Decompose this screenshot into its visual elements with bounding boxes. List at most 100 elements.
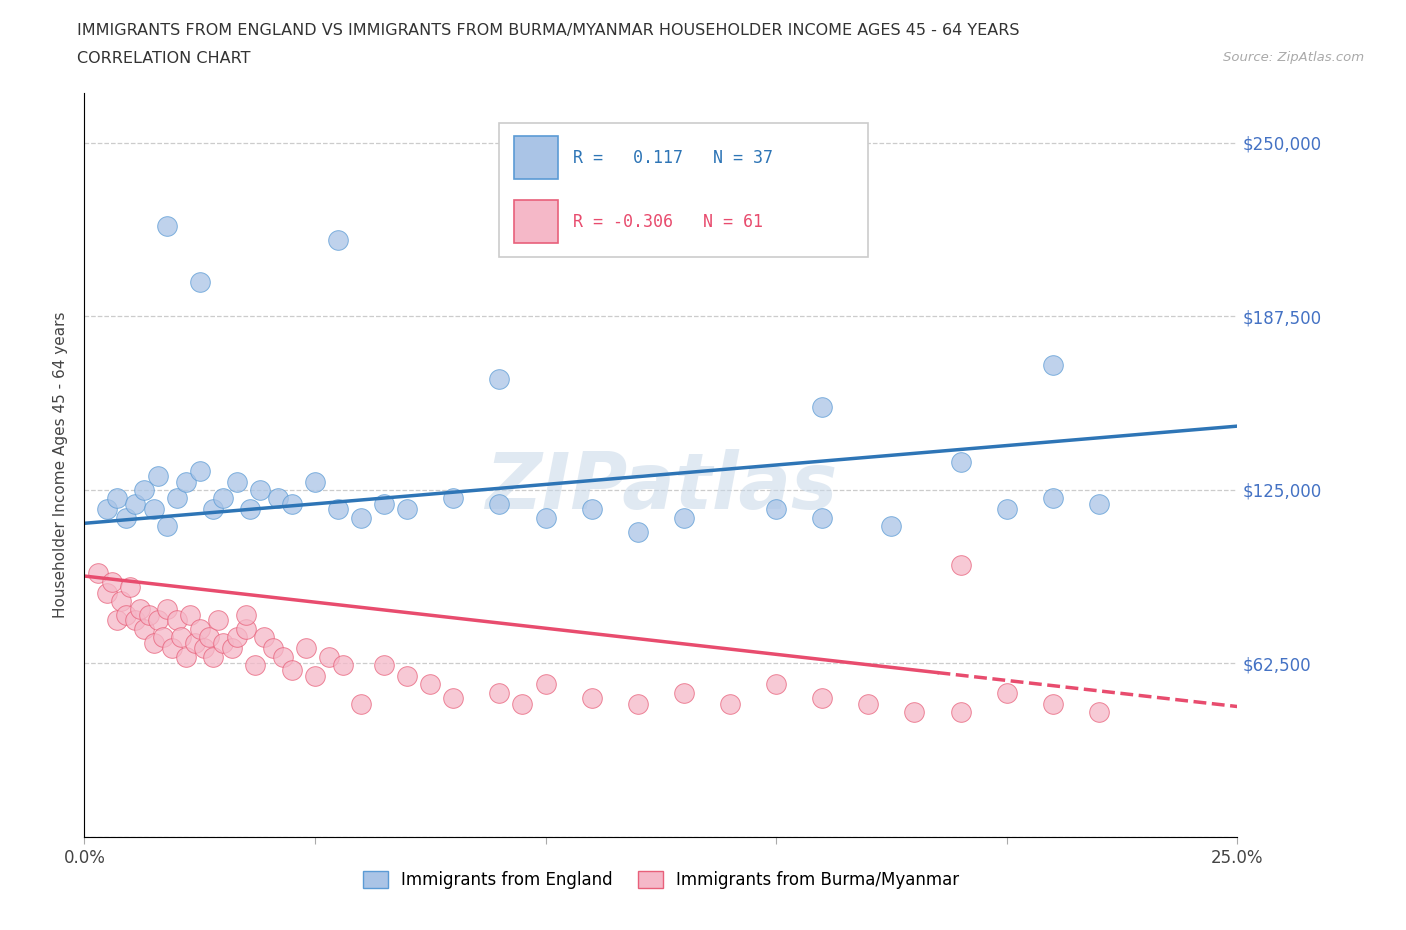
Point bbox=[202, 649, 225, 664]
Point bbox=[995, 502, 1018, 517]
Point bbox=[128, 602, 150, 617]
Point bbox=[488, 497, 510, 512]
Point bbox=[949, 557, 972, 572]
Point bbox=[488, 371, 510, 386]
Point bbox=[304, 474, 326, 489]
Point bbox=[441, 491, 464, 506]
Point bbox=[672, 685, 695, 700]
Point bbox=[207, 613, 229, 628]
Point bbox=[166, 491, 188, 506]
Point bbox=[96, 502, 118, 517]
Point bbox=[179, 607, 201, 622]
Point bbox=[105, 491, 128, 506]
Point bbox=[627, 525, 650, 539]
Point bbox=[166, 613, 188, 628]
Point bbox=[138, 607, 160, 622]
Point bbox=[332, 658, 354, 672]
Point bbox=[512, 697, 534, 711]
Point bbox=[156, 602, 179, 617]
Point bbox=[326, 502, 349, 517]
Point bbox=[253, 630, 276, 644]
Legend: Immigrants from England, Immigrants from Burma/Myanmar: Immigrants from England, Immigrants from… bbox=[356, 864, 966, 896]
Point bbox=[146, 469, 169, 484]
Point bbox=[96, 585, 118, 600]
Point bbox=[115, 511, 138, 525]
Point bbox=[373, 658, 395, 672]
Point bbox=[170, 630, 193, 644]
Point bbox=[581, 691, 603, 706]
Point bbox=[350, 697, 373, 711]
Point bbox=[142, 502, 165, 517]
Point bbox=[198, 630, 221, 644]
Point bbox=[110, 593, 132, 608]
Text: CORRELATION CHART: CORRELATION CHART bbox=[77, 51, 250, 66]
Point bbox=[188, 463, 211, 478]
Point bbox=[903, 705, 925, 720]
Text: IMMIGRANTS FROM ENGLAND VS IMMIGRANTS FROM BURMA/MYANMAR HOUSEHOLDER INCOME AGES: IMMIGRANTS FROM ENGLAND VS IMMIGRANTS FR… bbox=[77, 23, 1019, 38]
Point bbox=[120, 579, 142, 594]
Point bbox=[718, 697, 741, 711]
Point bbox=[152, 630, 174, 644]
Point bbox=[188, 274, 211, 289]
Text: Source: ZipAtlas.com: Source: ZipAtlas.com bbox=[1223, 51, 1364, 64]
Point bbox=[193, 641, 215, 656]
Point bbox=[488, 685, 510, 700]
Point bbox=[281, 497, 304, 512]
Point bbox=[225, 474, 247, 489]
Point bbox=[294, 641, 316, 656]
Point bbox=[142, 635, 165, 650]
Point bbox=[534, 511, 557, 525]
Point bbox=[396, 502, 419, 517]
Point bbox=[124, 613, 146, 628]
Point bbox=[160, 641, 183, 656]
Point bbox=[811, 511, 834, 525]
Point bbox=[419, 677, 441, 692]
Point bbox=[156, 519, 179, 534]
Text: ZIPatlas: ZIPatlas bbox=[485, 449, 837, 525]
Point bbox=[1042, 358, 1064, 373]
Point bbox=[188, 621, 211, 636]
Y-axis label: Householder Income Ages 45 - 64 years: Householder Income Ages 45 - 64 years bbox=[53, 312, 69, 618]
Point bbox=[134, 621, 156, 636]
Point bbox=[101, 574, 124, 589]
Point bbox=[627, 697, 650, 711]
Point bbox=[124, 497, 146, 512]
Point bbox=[239, 502, 262, 517]
Point bbox=[156, 219, 179, 233]
Point bbox=[949, 705, 972, 720]
Point bbox=[249, 483, 271, 498]
Point bbox=[995, 685, 1018, 700]
Point bbox=[1088, 705, 1111, 720]
Point bbox=[115, 607, 138, 622]
Point bbox=[672, 511, 695, 525]
Point bbox=[1088, 497, 1111, 512]
Point bbox=[262, 641, 284, 656]
Point bbox=[326, 232, 349, 247]
Point bbox=[211, 635, 233, 650]
Point bbox=[174, 649, 197, 664]
Point bbox=[880, 519, 903, 534]
Point bbox=[350, 511, 373, 525]
Point bbox=[105, 613, 128, 628]
Point bbox=[811, 399, 834, 414]
Point bbox=[146, 613, 169, 628]
Point bbox=[396, 669, 419, 684]
Point bbox=[281, 663, 304, 678]
Point bbox=[174, 474, 197, 489]
Point bbox=[134, 483, 156, 498]
Point bbox=[202, 502, 225, 517]
Point bbox=[858, 697, 880, 711]
Point bbox=[1042, 491, 1064, 506]
Point bbox=[225, 630, 247, 644]
Point bbox=[318, 649, 340, 664]
Point bbox=[184, 635, 207, 650]
Point bbox=[211, 491, 233, 506]
Point bbox=[243, 658, 266, 672]
Point bbox=[221, 641, 243, 656]
Point bbox=[441, 691, 464, 706]
Point bbox=[235, 621, 257, 636]
Point bbox=[267, 491, 290, 506]
Point bbox=[271, 649, 294, 664]
Point bbox=[87, 565, 110, 580]
Point bbox=[581, 502, 603, 517]
